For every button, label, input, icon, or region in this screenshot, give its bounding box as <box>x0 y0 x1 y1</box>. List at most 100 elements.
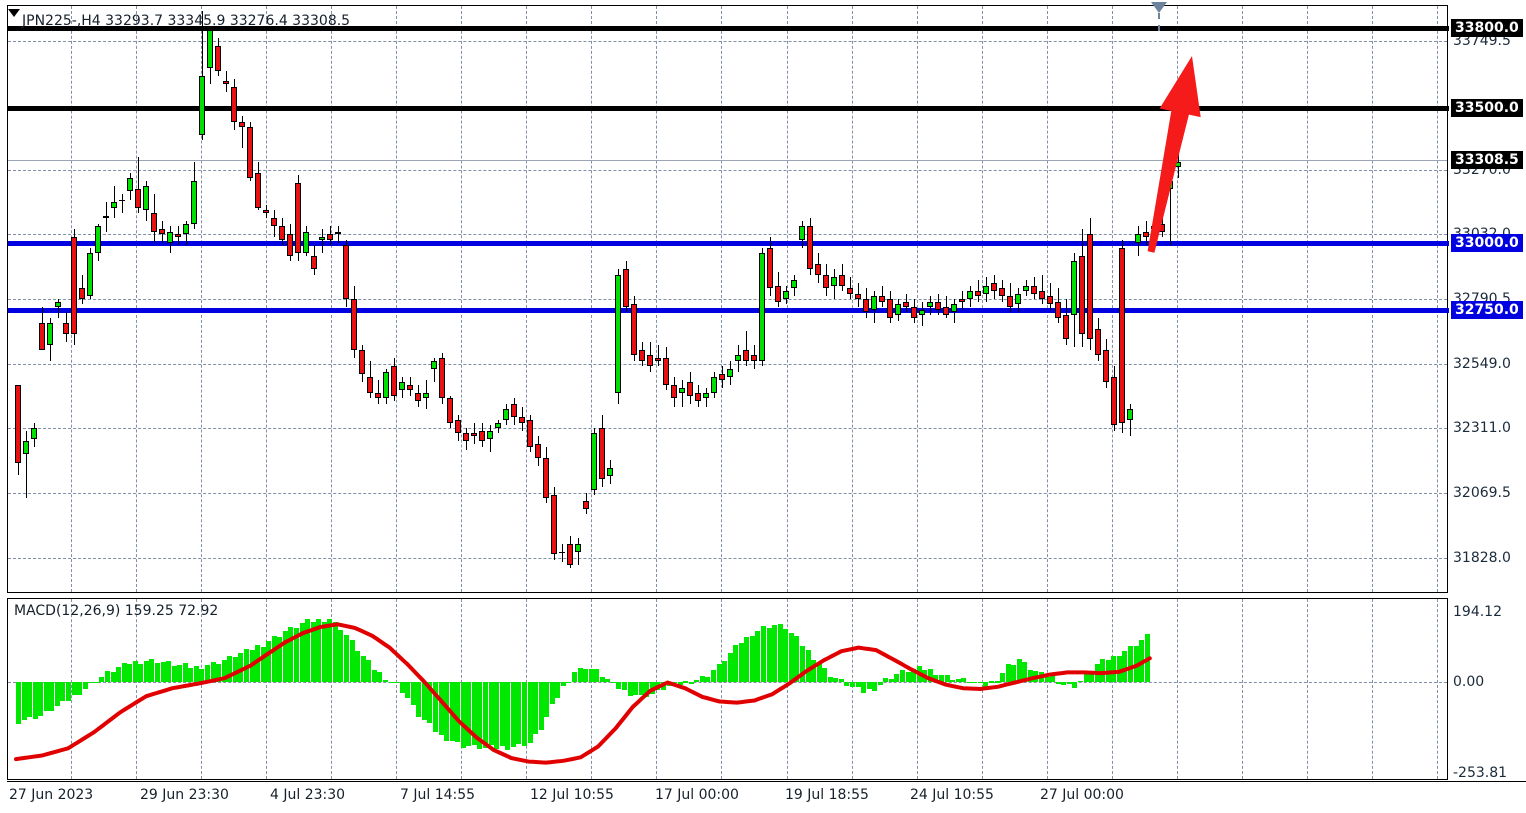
macd-histogram-bar <box>933 674 939 682</box>
macd-histogram-bar <box>377 672 383 682</box>
macd-histogram-bar <box>93 681 99 684</box>
vertical-gridline <box>1372 599 1373 779</box>
candle-body <box>927 301 933 308</box>
price-level-line-support[interactable] <box>8 240 1447 246</box>
candle-body <box>543 457 549 498</box>
macd-plot-area[interactable] <box>8 599 1447 779</box>
macd-histogram-bar <box>266 641 272 682</box>
candle-body <box>831 277 837 286</box>
macd-histogram-bar <box>143 661 149 682</box>
macd-histogram-bar <box>805 650 811 682</box>
horizontal-gridline <box>8 557 1447 559</box>
price-tag-blue[interactable]: 32750.0 <box>1451 300 1523 319</box>
price-level-line-resistance[interactable] <box>8 106 1447 112</box>
price-level-line-support[interactable] <box>8 307 1447 313</box>
candle-body <box>583 500 589 509</box>
macd-histogram-bar <box>811 660 817 682</box>
candle-body <box>127 178 133 192</box>
time-axis-label: 12 Jul 10:55 <box>530 787 614 803</box>
price-level-line-resistance[interactable] <box>8 25 1447 31</box>
candle-wick <box>26 430 27 498</box>
macd-histogram-bar <box>911 668 917 682</box>
candle-body <box>1175 161 1181 168</box>
macd-histogram-bar <box>27 681 33 718</box>
macd-histogram-bar <box>60 681 66 701</box>
macd-histogram-bar <box>972 681 978 684</box>
macd-histogram-bar <box>166 661 172 682</box>
price-chart-panel[interactable]: JPN225-,H4 33293.7 33345.9 33276.4 33308… <box>7 5 1448 593</box>
vertical-gridline <box>721 599 722 779</box>
macd-histogram-bar <box>1016 659 1022 682</box>
candle-body <box>103 215 109 219</box>
macd-histogram-bar <box>288 626 294 682</box>
macd-histogram-bar <box>538 681 544 730</box>
macd-indicator-panel[interactable]: MACD(12,26,9) 159.25 72.92 <box>7 598 1448 780</box>
macd-histogram-bar <box>533 681 539 734</box>
candle-body <box>719 374 725 380</box>
candle-body <box>319 237 325 240</box>
macd-histogram-bar <box>466 681 472 747</box>
macd-histogram-bar <box>944 674 950 682</box>
macd-histogram-bar <box>216 664 222 682</box>
price-tag-blue[interactable]: 33000.0 <box>1451 233 1523 252</box>
candle-wick <box>122 194 123 213</box>
price-axis-label: 32311.0 <box>1453 419 1511 436</box>
candle-body <box>463 433 469 442</box>
candle-wick <box>490 425 491 453</box>
price-tag-black[interactable]: 33800.0 <box>1451 18 1523 37</box>
macd-histogram-bar <box>572 672 577 682</box>
macd-histogram-bar <box>160 662 166 682</box>
macd-histogram-bar <box>327 619 333 682</box>
macd-histogram-bar <box>1061 681 1067 686</box>
vertical-gridline <box>266 599 267 779</box>
candle-body <box>135 188 141 208</box>
macd-histogram-bar <box>416 681 422 718</box>
vertical-gridline <box>591 599 592 779</box>
time-axis-label: 27 Jul 00:00 <box>1040 787 1124 803</box>
candle-body <box>1023 285 1029 291</box>
macd-histogram-bar <box>588 669 594 682</box>
macd-histogram-bar <box>1044 677 1050 682</box>
macd-histogram-bar <box>566 681 572 684</box>
candle-body <box>895 304 901 316</box>
macd-axis[interactable]: 194.12 0.00 -253.81 <box>1449 598 1526 780</box>
macd-histogram-bar <box>421 681 427 721</box>
candle-body <box>991 282 997 291</box>
macd-histogram-bar <box>733 645 739 682</box>
candle-body <box>375 393 381 399</box>
macd-histogram-bar <box>727 653 733 682</box>
candle-body <box>207 30 213 68</box>
candle-wick <box>658 344 659 367</box>
macd-histogram-bar <box>182 663 188 682</box>
macd-histogram-bar <box>127 664 133 682</box>
candle-body <box>295 183 301 254</box>
macd-histogram-bar <box>438 681 444 735</box>
macd-histogram-bar <box>371 670 377 682</box>
macd-histogram-bar <box>171 666 177 682</box>
candle-body <box>223 81 229 84</box>
price-axis[interactable]: 33749.533270.033032.032790.532549.032311… <box>1437 5 1526 593</box>
candle-body <box>1007 296 1013 308</box>
macd-histogram-bar <box>616 681 622 690</box>
macd-histogram-bar <box>622 681 628 690</box>
candle-body <box>623 269 629 308</box>
macd-histogram-bar <box>644 681 650 698</box>
macd-histogram-bar <box>883 678 889 682</box>
price-tag-black[interactable]: 33308.5 <box>1451 150 1523 169</box>
macd-histogram-bar <box>1122 651 1128 682</box>
macd-histogram-bar <box>855 681 861 687</box>
triangle-down-icon[interactable] <box>8 9 20 17</box>
macd-histogram-bar <box>488 681 494 746</box>
macd-histogram-bar <box>205 665 211 682</box>
vertical-gridline <box>787 599 788 779</box>
candle-body <box>335 231 341 235</box>
candle-body <box>727 368 733 377</box>
macd-histogram-bar <box>872 681 878 691</box>
macd-histogram-bar <box>989 681 994 683</box>
price-plot-area[interactable] <box>8 6 1447 592</box>
candle-body <box>1031 285 1037 294</box>
time-axis[interactable]: 27 Jun 2023 29 Jun 23:30 4 Jul 23:30 7 Jul … <box>7 781 1526 813</box>
candle-body <box>479 430 485 442</box>
time-axis-label: 24 Jul 10:55 <box>910 787 994 803</box>
price-tag-black[interactable]: 33500.0 <box>1451 99 1523 118</box>
